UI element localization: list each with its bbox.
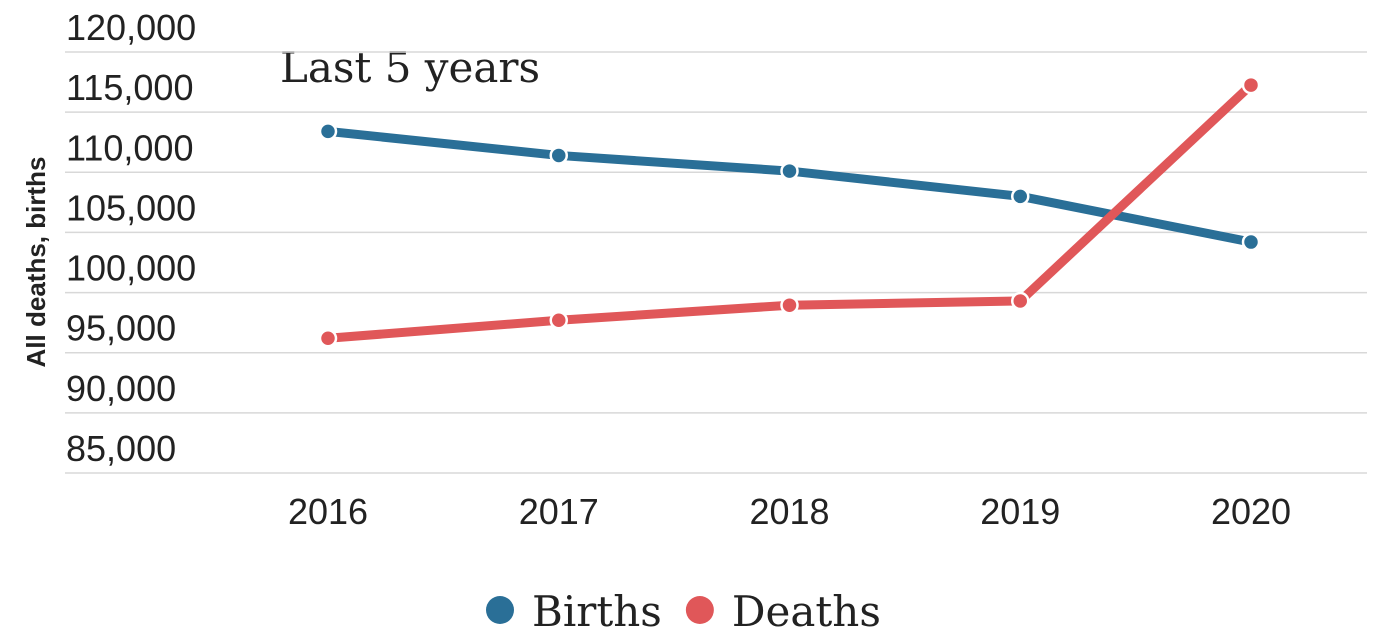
legend-label: Births	[532, 587, 662, 636]
data-point	[549, 310, 568, 330]
data-point	[1241, 75, 1261, 95]
legend-label: Deaths	[732, 587, 881, 636]
data-point	[780, 161, 799, 181]
y-tick-label: 115,000	[66, 67, 193, 108]
series-line	[323, 126, 1256, 247]
legend-swatch	[486, 596, 514, 624]
data-point	[1241, 232, 1261, 252]
y-tick-label: 110,000	[66, 127, 193, 168]
data-point	[318, 329, 338, 348]
data-point	[780, 295, 799, 315]
legend-swatch	[685, 596, 714, 624]
y-tick-label: 95,000	[66, 308, 176, 349]
x-tick-label: 2018	[749, 491, 829, 532]
y-tick-label: 85,000	[66, 428, 176, 469]
x-tick-label: 2016	[288, 491, 368, 532]
y-tick-label: 90,000	[66, 368, 176, 409]
y-tick-label: 105,000	[66, 187, 196, 228]
data-point	[549, 146, 568, 165]
y-tick-label: 120,000	[66, 7, 196, 48]
chart-title: Last 5 years	[280, 43, 540, 92]
x-tick-label: 2020	[1211, 491, 1291, 532]
x-tick-label: 2019	[980, 491, 1060, 532]
x-tick-label: 2017	[519, 491, 599, 532]
y-axis-label: All deaths, births	[21, 157, 51, 368]
data-point	[1011, 187, 1030, 206]
data-point	[318, 122, 338, 141]
data-point	[1011, 291, 1030, 311]
y-tick-label: 100,000	[66, 248, 196, 289]
